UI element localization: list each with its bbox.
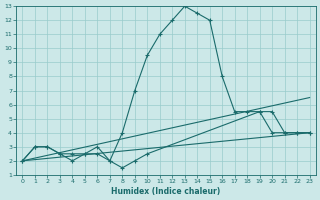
X-axis label: Humidex (Indice chaleur): Humidex (Indice chaleur) [111,187,221,196]
